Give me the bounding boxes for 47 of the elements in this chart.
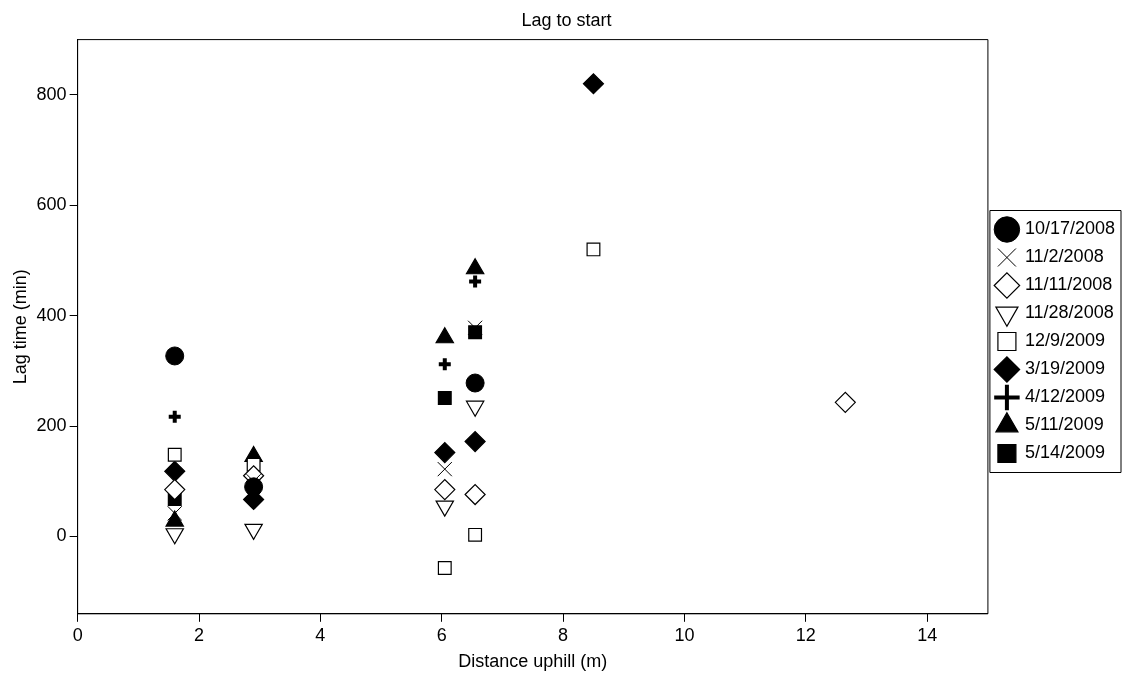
point	[165, 346, 185, 366]
x-tick-label: 14	[917, 624, 938, 645]
point	[434, 478, 456, 501]
point	[166, 408, 183, 425]
point	[468, 527, 483, 542]
point	[164, 478, 186, 501]
x-tick-label: 6	[436, 624, 447, 645]
legend-label: 11/28/2008	[1024, 302, 1114, 323]
legend-label: 11/11/2008	[1024, 274, 1113, 295]
point	[434, 441, 456, 464]
y-tick-label: 600	[36, 194, 67, 215]
point	[582, 73, 605, 95]
point	[586, 242, 601, 257]
x-tick-label: 12	[795, 624, 816, 645]
point	[465, 373, 485, 393]
x-tick-label: 4	[315, 624, 326, 645]
point	[834, 391, 856, 413]
point	[464, 483, 486, 506]
y-tick-label: 800	[36, 83, 67, 104]
y-axis-title: Lag time (min)	[9, 269, 30, 385]
point	[464, 430, 486, 453]
x-tick-label: 10	[674, 624, 695, 645]
legend-label: 5/14/2009	[1024, 442, 1105, 463]
point	[437, 461, 453, 477]
x-tick-label: 0	[72, 624, 83, 645]
point	[436, 356, 453, 373]
x-tick-label: 8	[558, 624, 569, 645]
point	[244, 477, 264, 497]
point	[437, 561, 452, 575]
point	[467, 273, 484, 290]
point	[167, 505, 183, 521]
point	[164, 460, 186, 482]
x-axis-title: Distance uphill (m)	[458, 651, 608, 672]
legend-label: 10/17/2008	[1024, 218, 1116, 239]
legend-label: 11/2/2008	[1024, 246, 1104, 267]
chart-title: Lag to start	[521, 9, 612, 30]
legend-label: 5/11/2009	[1024, 414, 1104, 435]
y-tick-label: 200	[36, 415, 67, 436]
point	[167, 447, 182, 462]
legend-label: 3/19/2009	[1024, 358, 1105, 379]
point	[467, 320, 483, 336]
point	[437, 390, 452, 405]
legend-label: 4/12/2009	[1024, 386, 1105, 407]
legend-label: 12/9/2009	[1024, 330, 1105, 351]
y-tick-label: 400	[36, 304, 67, 325]
x-tick-label: 2	[194, 624, 205, 645]
y-tick-label: 0	[56, 525, 67, 546]
